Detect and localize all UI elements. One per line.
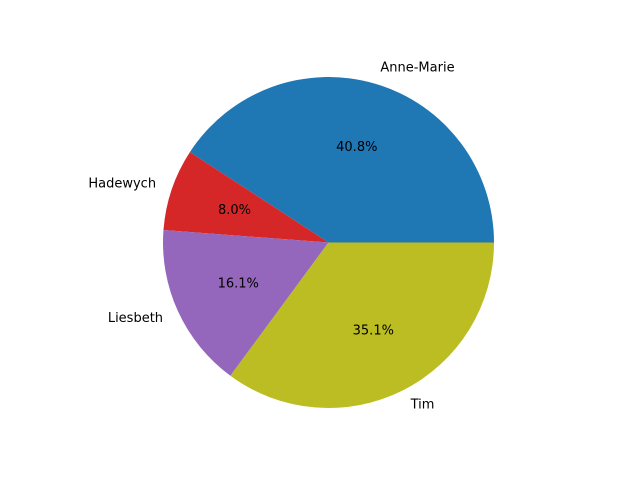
pie-slice-hadewych — [163, 152, 329, 243]
slice-percent-liesbeth: 16.1% — [218, 276, 259, 291]
pie-slice-tim — [230, 242, 494, 408]
pie-slice-anne-marie — [189, 77, 495, 243]
pie-labels: Anne-Marie 40.8% Hadewych 8.0% Liesbeth 16.1%… — [88, 61, 454, 413]
slice-percent-hadewych: 8.0% — [218, 203, 251, 218]
pie-slice-liesbeth — [163, 230, 329, 376]
slice-percent-tim: 35.1% — [353, 324, 394, 339]
pie-slices — [163, 77, 495, 408]
slice-label-hadewych: Hadewych — [88, 177, 156, 192]
slice-label-anne-marie: Anne-Marie — [380, 61, 454, 76]
slice-percent-anne-marie: 40.8% — [336, 140, 377, 155]
slice-label-tim: Tim — [410, 397, 435, 412]
slice-label-liesbeth: Liesbeth — [108, 311, 163, 326]
